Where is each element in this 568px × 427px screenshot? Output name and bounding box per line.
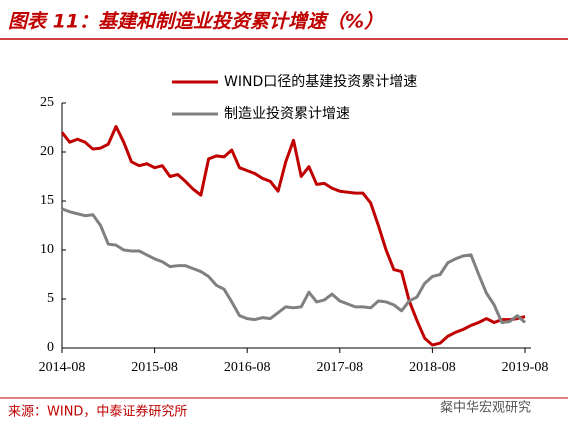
y-tick-label: 5 — [47, 291, 54, 306]
source: 来源：WIND，中泰证券研究所 — [8, 404, 187, 420]
x-tick-label: 2017-08 — [316, 360, 363, 375]
y-tick-label: 25 — [40, 95, 54, 110]
x-tick-label: 2016-08 — [224, 360, 271, 375]
chart-title: 图表 11：基建和制造业投资累计增速（%） — [8, 11, 383, 33]
x-tick-label: 2014-08 — [39, 360, 86, 375]
y-tick-label: 20 — [40, 144, 54, 159]
x-tick-label: 2019-08 — [502, 360, 549, 375]
x-tick-label: 2015-08 — [131, 360, 178, 375]
legend-label: WIND口径的基建投资累计增速 — [224, 73, 417, 90]
y-tick-label: 0 — [47, 340, 54, 355]
series-line — [60, 125, 526, 347]
legend-label: 制造业投资累计增速 — [224, 106, 350, 122]
y-tick-label: 15 — [40, 193, 54, 208]
series-line — [61, 207, 526, 325]
x-tick-label: 2018-08 — [409, 360, 456, 375]
y-tick-label: 10 — [40, 242, 54, 257]
watermark: 粲中华宏观研究 — [440, 401, 531, 416]
